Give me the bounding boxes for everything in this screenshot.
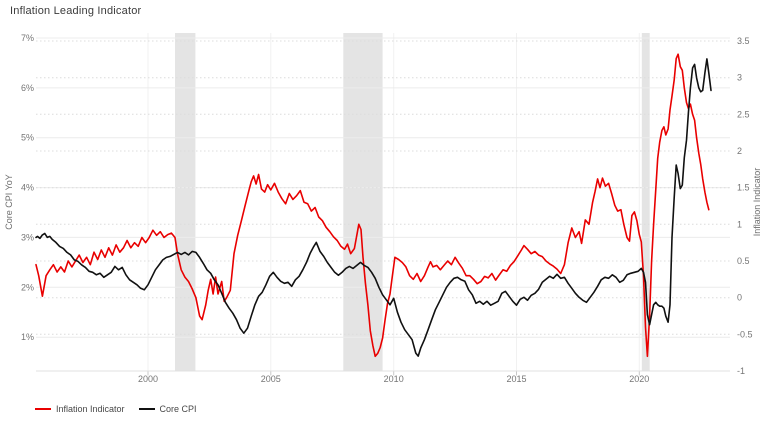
right-tick-label: 0.5 [737,256,750,266]
right-tick-label: 1 [737,219,742,229]
recession-band [641,33,650,371]
legend-label-core-cpi: Core CPI [159,404,197,414]
x-tick-label: 2015 [506,374,526,384]
left-tick-label: 7% [21,33,34,43]
series-line-core-cpi [35,58,712,357]
recession-band [343,33,383,371]
legend-swatch-core-cpi [138,408,155,410]
recession-band [175,33,196,371]
right-tick-label: 3.5 [737,36,750,46]
left-tick-label: 5% [21,133,34,143]
right-tick-label: -0.5 [737,329,753,339]
right-tick-label: 2 [737,146,742,156]
left-tick-label: 2% [21,282,34,292]
left-tick-label: 1% [21,332,34,342]
x-tick-label: 2000 [138,374,158,384]
legend: Inflation Indicator Core CPI [35,404,197,414]
right-tick-label: 3 [737,73,742,83]
legend-label-inflation-indicator: Inflation Indicator [56,404,125,414]
legend-item-core-cpi[interactable]: Core CPI [138,404,197,414]
right-tick-label: 1.5 [737,183,750,193]
left-tick-label: 4% [21,183,34,193]
x-tick-label: 2020 [629,374,649,384]
legend-item-inflation-indicator[interactable]: Inflation Indicator [35,404,125,414]
legend-swatch-inflation-indicator [35,408,51,410]
chart-title: Inflation Leading Indicator [10,5,142,17]
left-tick-label: 6% [21,83,34,93]
x-tick-label: 2010 [384,374,404,384]
right-tick-label: 2.5 [737,109,750,119]
right-tick-label: -1 [737,366,745,376]
right-axis-title: Inflation Indicator [752,168,762,237]
x-tick-label: 2005 [261,374,281,384]
left-tick-label: 3% [21,232,34,242]
left-axis-title: Core CPI YoY [4,174,14,230]
series-line-inflation-indicator [35,53,710,358]
right-tick-label: 0 [737,293,742,303]
